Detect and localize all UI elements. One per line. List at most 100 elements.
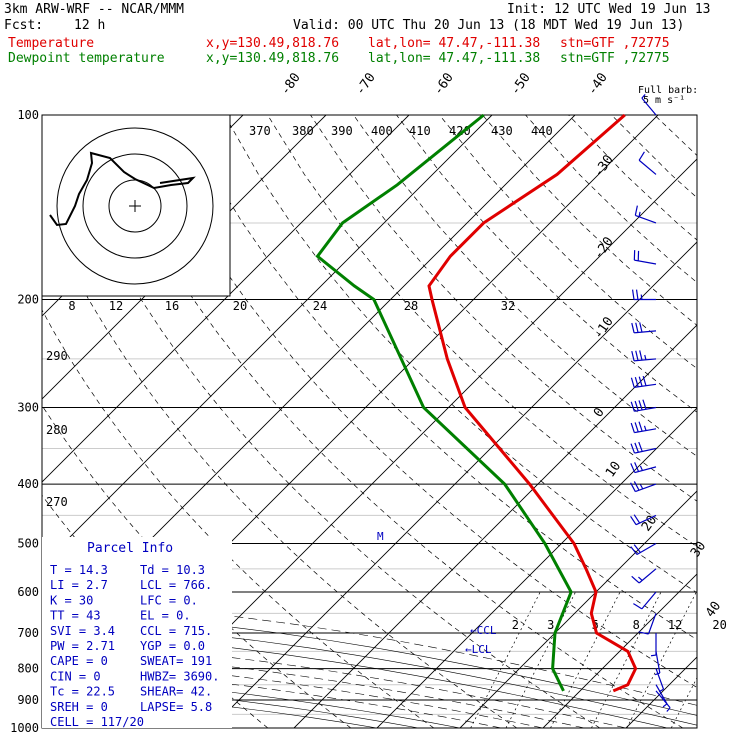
wind-barb-flag <box>638 376 643 387</box>
dewpoint-legend: Dewpoint temperature <box>8 51 165 66</box>
wind-barb-325 <box>630 421 657 434</box>
temperature-latlon: lat,lon= 47.47,-111.38 <box>368 36 541 51</box>
parcel-row-right-6: SWEAT= 191 <box>140 654 212 668</box>
dry-adiabat-300 <box>95 115 684 728</box>
isotherm-label-20: 20 <box>639 513 660 534</box>
wind-barb-flag <box>635 322 639 333</box>
isotherm-label-10: 10 <box>603 459 624 480</box>
parcel-row-left-8: Tc = 22.5 <box>50 685 115 699</box>
wind-barb-flag <box>638 211 641 217</box>
pressure-label-600: 600 <box>17 585 39 599</box>
isotherm-label--60: -60 <box>431 70 457 98</box>
wind-barb-300 <box>630 399 657 412</box>
pressure-label-500: 500 <box>17 536 39 550</box>
barb-legend-units: 5 m s⁻¹ <box>643 95 685 106</box>
parcel-row-left-2: K = 30 <box>50 593 93 607</box>
wind-barb-100 <box>641 94 657 116</box>
wind-barb-flag <box>630 546 638 555</box>
wind-barb-flag <box>633 514 641 524</box>
wind-barb-flag <box>650 654 657 657</box>
wind-barb-staff <box>655 690 671 709</box>
speed-label-28: 28 <box>404 299 418 313</box>
wind-barb-staff <box>635 214 657 224</box>
moist-adiabat-10 <box>42 657 544 728</box>
dry-adiabat-400 <box>525 115 697 283</box>
parcel-row-right-0: Td = 10.3 <box>140 563 205 577</box>
wind-barb-flag <box>630 516 637 526</box>
mixing-line-2 <box>470 591 541 728</box>
valid-time: Valid: 00 UTC Thu 20 Jun 13 (18 MDT Wed … <box>293 18 685 33</box>
dry-adiabat-440 <box>698 115 740 728</box>
dry-adiabat-270 <box>42 309 435 728</box>
wind-barb-flag <box>662 703 668 708</box>
ccl-marker: ←CCL <box>470 624 497 637</box>
wind-barb-flag <box>643 425 647 431</box>
dry-adiabat-340 <box>267 115 697 547</box>
mixing-line-8 <box>591 591 662 728</box>
temperature-station: stn=GTF ,72775 <box>560 36 670 51</box>
dry-adiabat-370 <box>396 115 697 413</box>
theta-label-420: 420 <box>449 124 471 138</box>
dewpoint-station: stn=GTF ,72775 <box>560 51 670 66</box>
wind-barb-flag <box>631 575 640 584</box>
hodograph <box>41 114 231 297</box>
parcel-info-title: Parcel Info <box>87 541 173 556</box>
sounding-profiles <box>315 113 638 693</box>
parcel-row-left-6: CAPE = 0 <box>50 654 108 668</box>
mixing-line-5 <box>550 591 621 728</box>
dewpoint-latlon: lat,lon= 47.47,-111.38 <box>368 51 541 66</box>
isotherm-30 <box>709 115 740 728</box>
wind-barb-flag <box>635 350 639 361</box>
wind-barb-flag <box>644 354 647 360</box>
dry-adiabat-310 <box>138 115 697 688</box>
theta-label-430: 430 <box>491 124 513 138</box>
mixing-label-8: 8 <box>633 618 640 632</box>
speed-label-24: 24 <box>313 299 327 313</box>
wind-barb-flag <box>635 289 639 300</box>
wind-barb-400 <box>630 481 657 493</box>
wind-barb-flag <box>639 350 643 361</box>
wind-barb-flag <box>631 350 635 361</box>
parcel-row-right-8: SHEAR= 42. <box>140 685 212 699</box>
dry-adiabat-390 <box>482 115 697 326</box>
wind-barb-flag <box>634 400 639 411</box>
isotherm--20 <box>293 324 697 728</box>
hodo-ring-3 <box>56 127 214 285</box>
temperature-profile <box>427 113 638 693</box>
theta-label-370: 370 <box>249 124 271 138</box>
isotherm--10 <box>376 407 697 728</box>
wind-barb-650 <box>638 613 657 635</box>
wind-barb-flag <box>630 482 636 492</box>
mixing-label-20: 20 <box>712 618 726 632</box>
wind-barb-275 <box>630 375 657 388</box>
pressure-label-300: 300 <box>17 400 39 414</box>
dry-adiabat-280 <box>42 203 518 728</box>
pressure-label-1000: 1000 <box>10 721 39 735</box>
dry-adiabat-380 <box>439 115 697 369</box>
pressure-label-800: 800 <box>17 662 39 676</box>
wind-barb-870 <box>655 690 671 712</box>
wind-barb-flag <box>634 462 640 472</box>
wind-barb-600 <box>633 591 657 610</box>
speed-label-8: 8 <box>68 299 75 313</box>
wind-barb-staff <box>641 591 657 610</box>
model-title: 3km ARW-WRF -- NCAR/MMM <box>4 2 185 17</box>
isotherm-10 <box>542 573 697 728</box>
parcel-row-left-4: SVI = 3.4 <box>50 624 115 638</box>
parcel-row-right-3: EL = 0. <box>140 609 191 623</box>
wind-barb-125 <box>638 151 657 175</box>
wind-barb-flag <box>634 205 638 216</box>
adiabat-label-290: 290 <box>46 349 68 363</box>
wind-barb-flag <box>640 294 643 300</box>
wind-barb-flag <box>638 631 649 635</box>
parcel-row-left-10: CELL = 117/20 <box>50 715 144 729</box>
wind-barb-staff <box>655 668 665 690</box>
isotherm-label--30: -30 <box>591 152 617 180</box>
dry-adiabat-290 <box>52 115 601 728</box>
parcel-info-panel: Parcel Info T = 14.3 Td = 10.3 LI = 2.7 LCL … <box>42 537 232 729</box>
parcel-row-left-5: PW = 2.71 <box>50 639 115 653</box>
speed-label-12: 12 <box>109 299 123 313</box>
wind-barb-flag <box>639 484 644 490</box>
